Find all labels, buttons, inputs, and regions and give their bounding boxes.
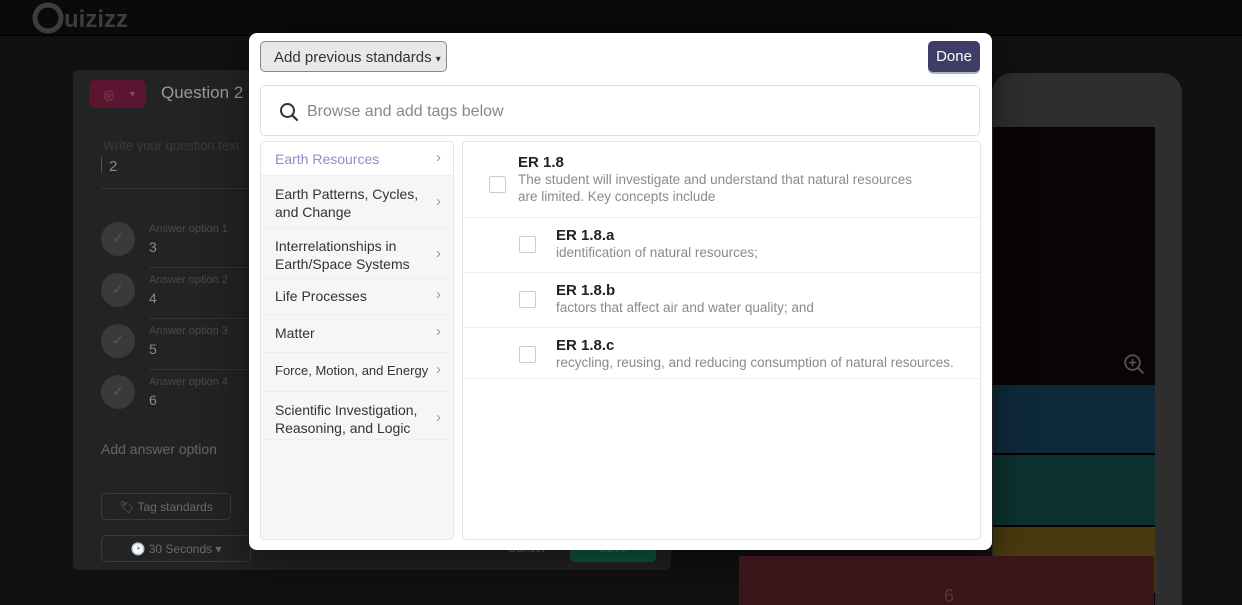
svg-text:uizizz: uizizz xyxy=(64,6,128,33)
